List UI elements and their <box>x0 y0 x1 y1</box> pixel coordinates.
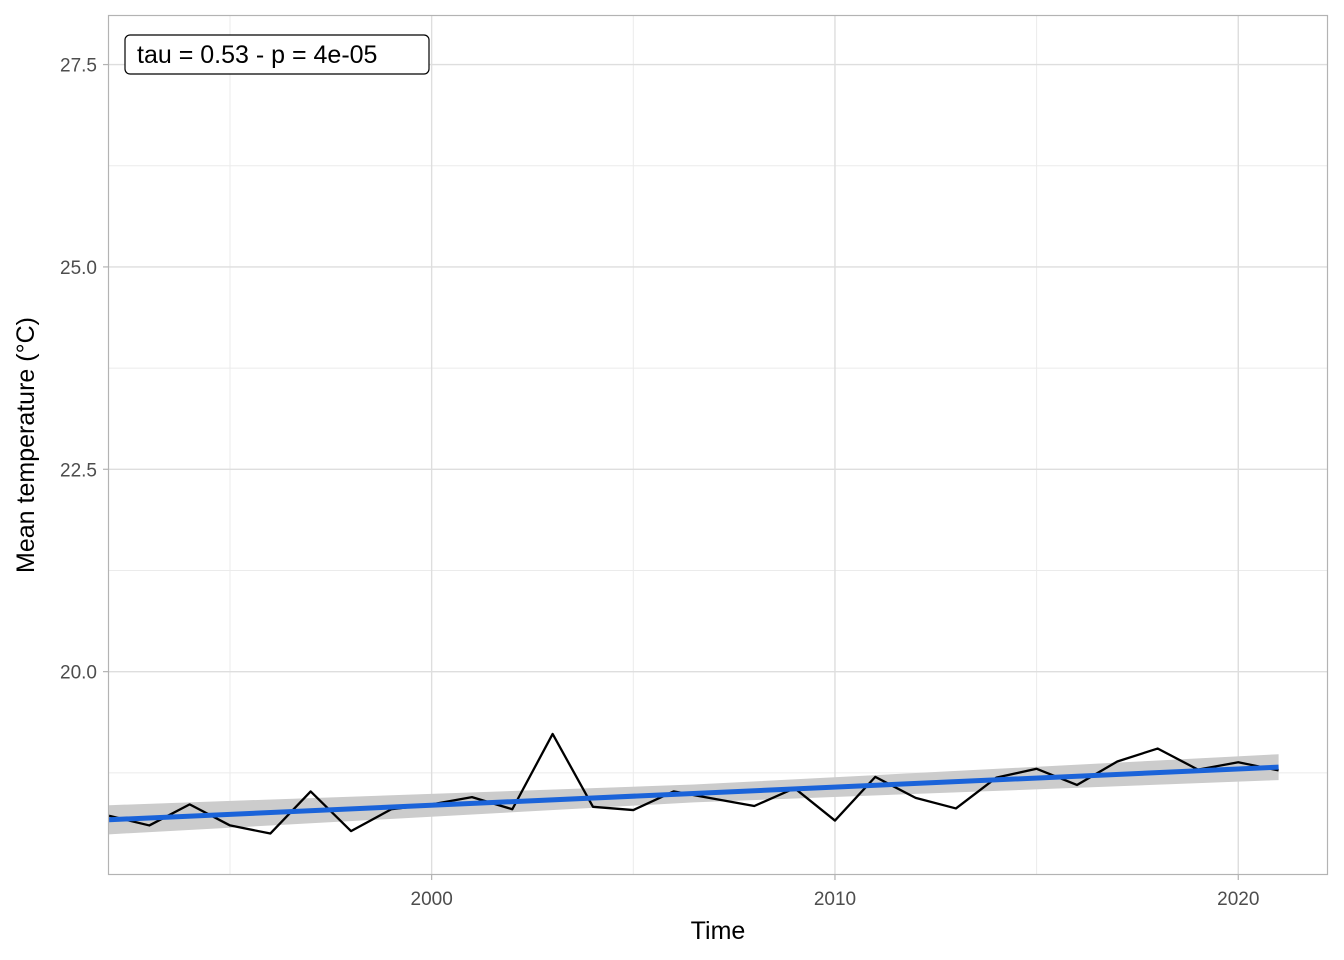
y-tick-label: 20.0 <box>60 663 97 684</box>
data-point <box>592 806 594 808</box>
data-point <box>753 805 755 807</box>
data-point <box>915 797 917 799</box>
data-point <box>1278 769 1280 771</box>
y-axis-ticks: 20.0 22.5 25.0 27.5 <box>60 56 109 684</box>
x-tick-label: 2000 <box>411 889 453 910</box>
panel-border <box>107 14 1329 876</box>
data-point <box>148 824 150 826</box>
data-point <box>1076 784 1078 786</box>
data-point <box>955 807 957 809</box>
y-tick-label: 25.0 <box>60 258 97 279</box>
y-tick-label: 22.5 <box>60 460 97 481</box>
data-point <box>834 820 836 822</box>
major-gridlines <box>109 16 1327 874</box>
data-point <box>1237 761 1239 763</box>
data-point <box>229 824 231 826</box>
data-point <box>632 809 634 811</box>
data-point <box>269 833 271 835</box>
data-point <box>552 733 554 735</box>
data-point <box>310 790 312 792</box>
stats-annotation: tau = 0.53 - p = 4e-05 <box>124 34 430 75</box>
trend-layer <box>108 764 1279 823</box>
data-point <box>511 808 513 810</box>
data-point <box>1116 760 1118 762</box>
x-tick-label: 2010 <box>814 889 856 910</box>
x-tick-label: 2020 <box>1217 889 1259 910</box>
minor-gridlines <box>109 16 1327 874</box>
data-point <box>350 830 352 832</box>
data-point <box>471 796 473 798</box>
data-point <box>189 803 191 805</box>
trend-line <box>108 764 1279 823</box>
annotation-label: tau = 0.53 - p = 4e-05 <box>137 41 377 69</box>
y-axis-title: Mean temperature (°C) <box>12 317 40 573</box>
annotation-box <box>124 34 430 75</box>
data-point <box>1157 748 1159 750</box>
x-axis-title: Time <box>691 917 746 945</box>
data-point <box>713 798 715 800</box>
y-tick-label: 27.5 <box>60 56 97 77</box>
x-axis-ticks: 2000 2010 2020 <box>411 874 1259 910</box>
data-point <box>874 776 876 778</box>
data-point <box>1036 768 1038 770</box>
